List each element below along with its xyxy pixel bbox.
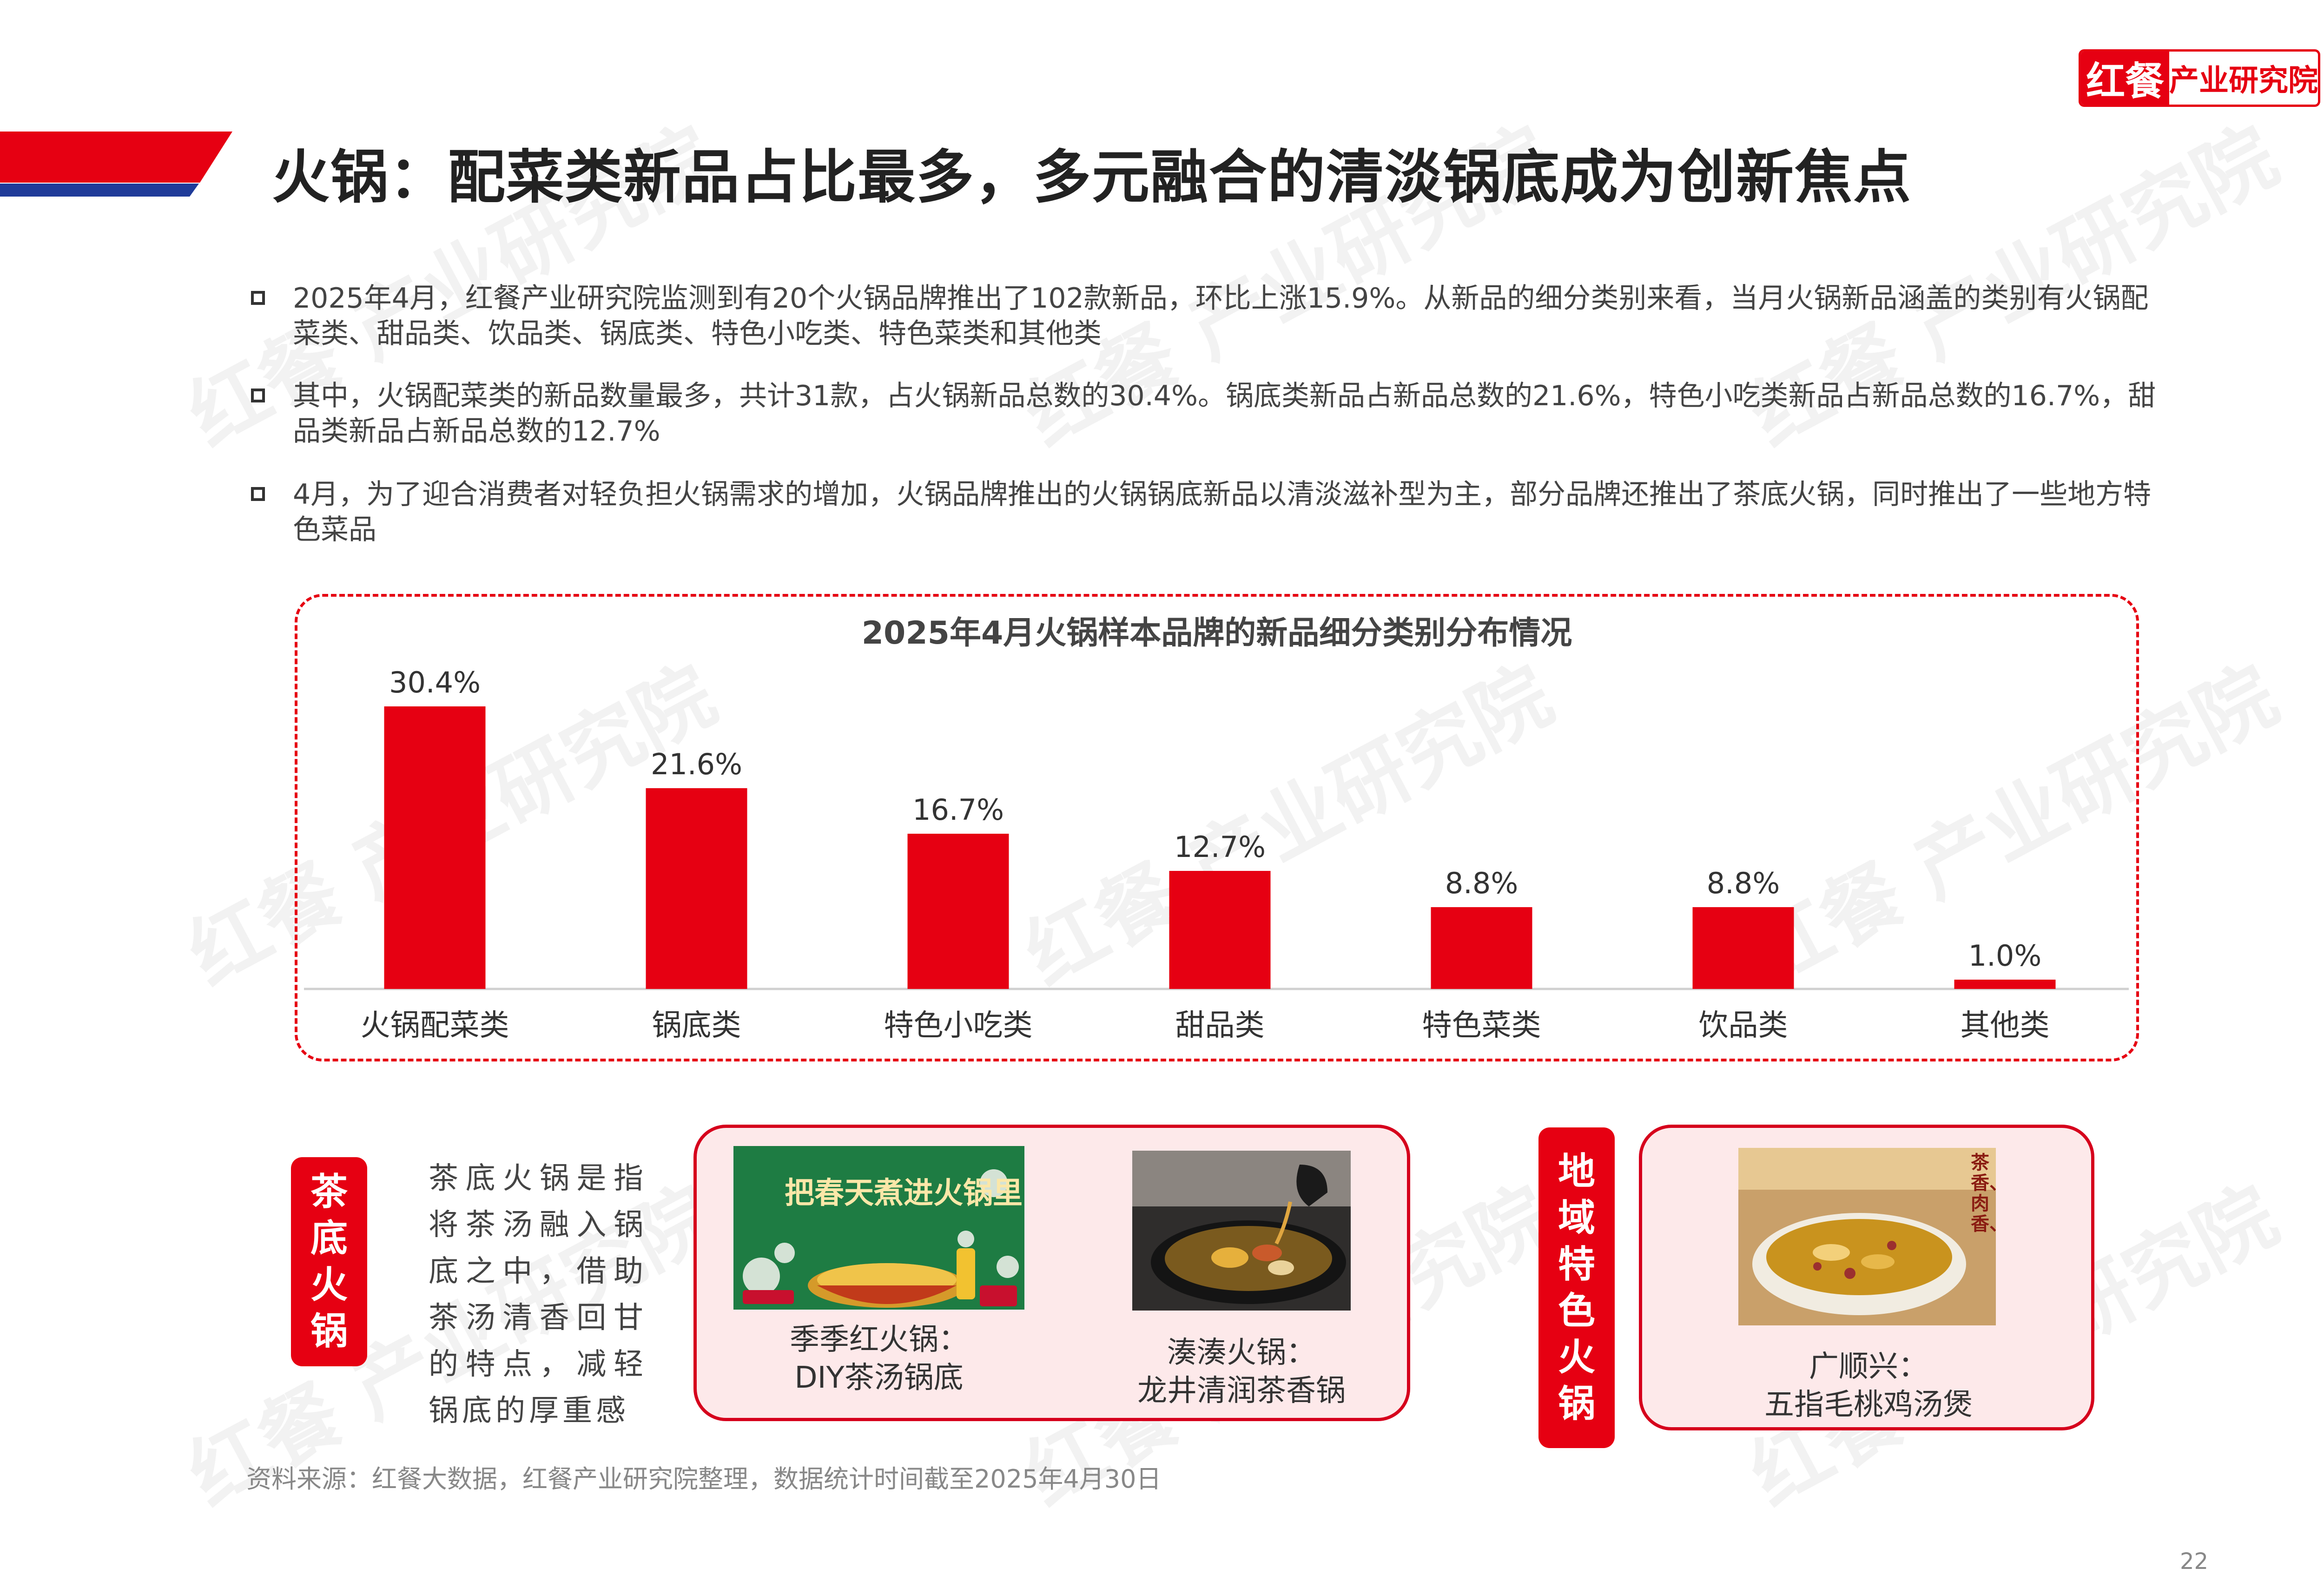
category-label: 火锅配菜类	[361, 1008, 509, 1043]
bar	[1954, 980, 2056, 989]
bullet-item: 2025年4月，红餐产业研究院监测到有20个火锅品牌推出了102款新品，环比上涨…	[251, 281, 2171, 351]
category-label: 锅底类	[652, 1008, 741, 1043]
title-accent-bar	[0, 132, 232, 197]
bullet-square-icon	[251, 487, 265, 501]
bar	[384, 706, 486, 989]
bar-value-label: 1.0%	[1968, 939, 2042, 973]
category-label: 其他类	[1961, 1008, 2050, 1043]
tea-hotpot-label-char: 茶	[310, 1170, 348, 1213]
bar	[1431, 907, 1532, 989]
category-label: 甜品类	[1175, 1008, 1265, 1043]
logo-text: 产业研究院	[2169, 64, 2318, 98]
tea-hotpot-label-char: 锅	[310, 1310, 348, 1353]
tea-hotpot-label: 茶 底 火 锅	[291, 1157, 367, 1366]
bar-value-label: 12.7%	[1174, 830, 1266, 864]
category-label: 特色菜类	[1422, 1008, 1541, 1043]
guangshunxing-caption: 广顺兴： 五指毛桃鸡汤煲	[1692, 1348, 2045, 1424]
regional-hotpot-label-char: 特	[1558, 1243, 1595, 1286]
coucou-caption: 湊湊火锅： 龙井清润茶香锅	[1132, 1334, 1351, 1410]
brand-logo: 红餐 产业研究院	[2079, 49, 2320, 107]
coucou-product-image	[1132, 1151, 1351, 1311]
bar	[1692, 907, 1794, 989]
coucou-caption-product: 龙井清润茶香锅	[1137, 1374, 1346, 1408]
bullet-item: 4月，为了迎合消费者对轻负担火锅需求的增加，火锅品牌推出的火锅锅底新品以清淡滋补…	[251, 477, 2171, 547]
bullet-square-icon	[251, 389, 265, 402]
page-title: 火锅：配菜类新品占比最多，多元融合的清淡锅底成为创新焦点	[272, 144, 1912, 211]
jijihong-product-image: 把春天煮进火锅里	[733, 1146, 1024, 1310]
guangshunxing-caption-product: 五指毛桃鸡汤煲	[1764, 1388, 1973, 1422]
regional-hotpot-label-char: 色	[1558, 1289, 1595, 1332]
category-label: 特色小吃类	[884, 1008, 1033, 1043]
tea-hotpot-description: 茶底火锅是指将茶汤融入锅底之中，借助茶汤清香回甘的特点，减轻锅底的厚重感	[429, 1161, 647, 1428]
coucou-caption-brand: 湊湊火锅：	[1167, 1336, 1316, 1370]
guangshunxing-product-image: 茶香、肉香、	[1738, 1148, 1996, 1325]
tea-hotpot-label-char: 火	[310, 1263, 348, 1306]
guangshunxing-image-text: 茶香、肉香、	[1971, 1152, 1996, 1235]
bar-value-label: 16.7%	[912, 793, 1004, 827]
regional-hotpot-label-char: 锅	[1558, 1382, 1595, 1425]
jijihong-caption-product: DIY茶汤锅底	[794, 1361, 964, 1395]
chart-title: 2025年4月火锅样本品牌的新品细分类别分布情况	[861, 615, 1572, 652]
bar	[646, 788, 747, 989]
jijihong-caption: 季季红火锅： DIY茶汤锅底	[733, 1321, 1024, 1397]
jijihong-caption-brand: 季季红火锅：	[790, 1323, 968, 1357]
bullet-item: 其中，火锅配菜类的新品数量最多，共计31款，占火锅新品总数的30.4%。锅底类新…	[251, 378, 2171, 449]
source-note: 资料来源：红餐大数据，红餐产业研究院整理，数据统计时间截至2025年4月30日	[246, 1464, 1162, 1494]
bullet-text: 2025年4月，红餐产业研究院监测到有20个火锅品牌推出了102款新品，环比上涨…	[293, 282, 2149, 350]
logo-mark: 红餐	[2081, 52, 2169, 105]
guangshunxing-caption-brand: 广顺兴：	[1809, 1350, 1928, 1384]
jijihong-image-slogan: 把春天煮进火锅里	[785, 1176, 1023, 1211]
bullet-square-icon	[251, 291, 265, 305]
regional-hotpot-label: 地 域 特 色 火 锅	[1538, 1127, 1615, 1448]
bar	[1169, 871, 1271, 989]
page-number: 22	[2180, 1548, 2209, 1574]
regional-hotpot-label-char: 地	[1558, 1150, 1595, 1193]
bar-value-label: 8.8%	[1445, 866, 1519, 900]
category-label: 饮品类	[1699, 1008, 1788, 1043]
bar-value-label: 30.4%	[389, 665, 481, 699]
tea-hotpot-label-char: 底	[310, 1217, 348, 1260]
regional-hotpot-label-char: 火	[1558, 1336, 1595, 1379]
bullet-text: 其中，火锅配菜类的新品数量最多，共计31款，占火锅新品总数的30.4%。锅底类新…	[293, 380, 2156, 448]
regional-hotpot-label-char: 域	[1558, 1196, 1595, 1239]
bar-value-label: 8.8%	[1707, 866, 1780, 900]
bullet-text: 4月，为了迎合消费者对轻负担火锅需求的增加，火锅品牌推出的火锅锅底新品以清淡滋补…	[293, 478, 2152, 546]
chart-frame	[295, 594, 2139, 1061]
bar-chart: 30.4% 火锅配菜类 21.6% 锅底类 16.7% 特色小吃类 12.7% 甜品类 8.8%…	[304, 665, 2129, 1043]
bar	[907, 834, 1009, 989]
bar-value-label: 21.6%	[651, 747, 742, 781]
